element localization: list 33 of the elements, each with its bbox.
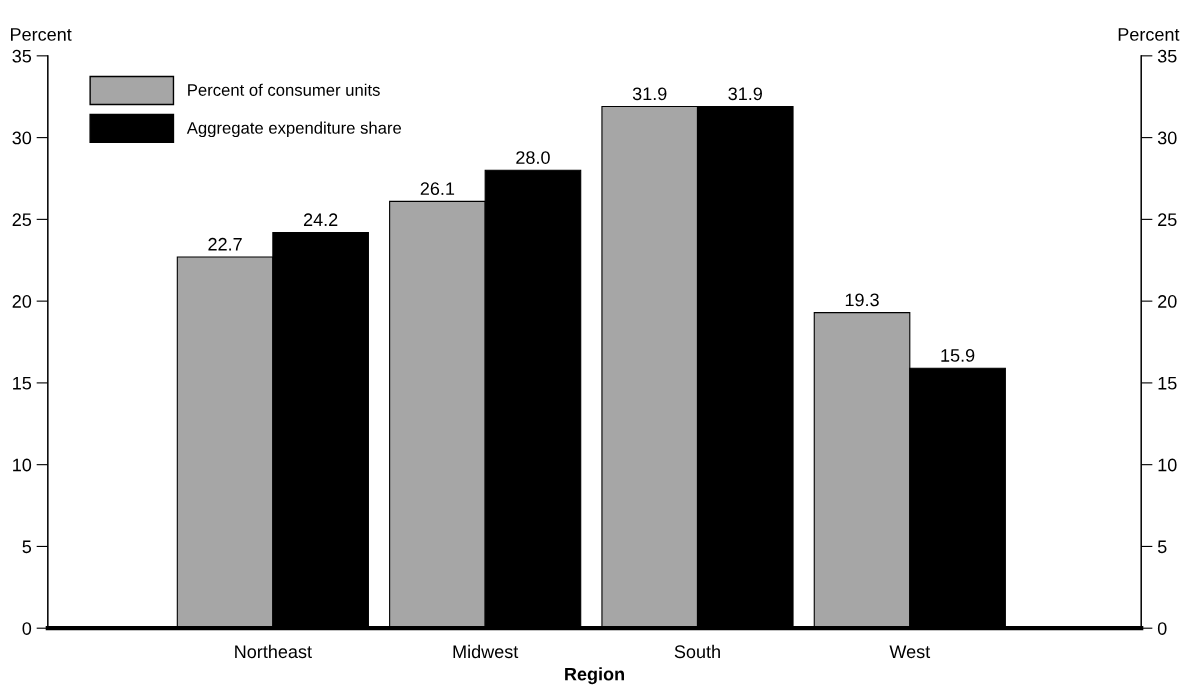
y2-tick-label: 20 [1158,295,1177,308]
data-label: 22.7 [208,237,242,251]
y2-tick-label: 5 [1157,540,1167,554]
y2-axis-title: Percent [1118,28,1180,41]
y2-tick-label: 25 [1158,213,1177,227]
y-tick-label: 25 [12,213,32,227]
x-tick-label: South [674,644,720,659]
data-label: 28.0 [516,151,550,164]
y2-tick-label: 35 [1157,49,1177,63]
y2-tick-label: 0 [1157,622,1167,635]
legend-label: Aggregate expenditure share [186,121,402,138]
x-tick-label: Midwest [453,644,519,659]
data-label: 31.9 [632,87,667,101]
y-tick-label: 5 [22,540,32,554]
data-label: 26.1 [420,182,455,196]
data-label: 31.9 [728,87,762,101]
x-tick-label: West [889,645,931,659]
y-tick-label: 0 [22,622,32,635]
y-tick-label: 20 [12,295,32,308]
y-tick-label: 30 [12,131,32,145]
y2-tick-label: 10 [1158,458,1177,472]
y-tick-label: 15 [13,377,32,390]
y-tick-label: 35 [12,49,32,63]
data-label: 19.3 [845,293,879,307]
data-label: 24.2 [303,213,338,226]
legend-label: Percent of consumer units [188,83,380,96]
data-label: 15.9 [941,349,975,362]
y2-tick-label: 15 [1158,377,1177,390]
y-axis-title: Percent [11,28,72,41]
x-tick-label: Northeast [235,644,312,659]
y-tick-label: 10 [13,458,32,472]
x-axis-title: Region [565,667,624,685]
y2-tick-label: 30 [1157,131,1177,145]
